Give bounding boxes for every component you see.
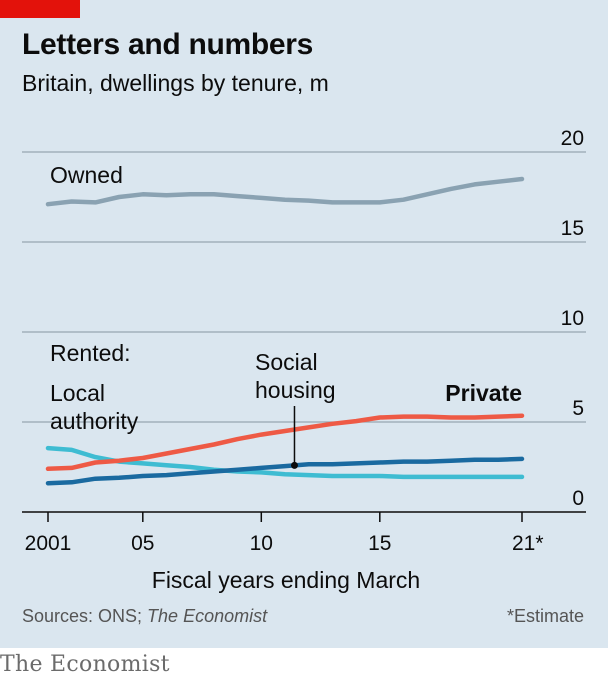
series-line-private xyxy=(45,413,525,472)
series-line-local xyxy=(45,445,525,480)
label-local-line2: authority xyxy=(50,408,139,434)
economist-wordmark: The Economist xyxy=(0,652,170,677)
y-tick-labels: 0 5 10 15 20 xyxy=(561,127,584,510)
x-tick-label-2021: 21* xyxy=(512,532,544,555)
source-italic: The Economist xyxy=(147,606,268,626)
source-prefix: Sources: ONS; xyxy=(22,606,148,626)
y-tick-label-10: 10 xyxy=(561,307,584,330)
chart-title: Letters and numbers xyxy=(22,28,314,61)
y-tick-label-0: 0 xyxy=(572,487,584,510)
gridlines xyxy=(22,151,586,423)
y-tick-label-15: 15 xyxy=(561,217,584,240)
x-tick-label-2010: 10 xyxy=(250,532,273,555)
series-lines xyxy=(45,176,525,486)
x-tick-label-2005: 05 xyxy=(131,532,154,555)
label-owned: Owned xyxy=(50,162,123,188)
label-social-line1: Social xyxy=(255,349,318,375)
label-local-line1: Local xyxy=(50,380,105,406)
estimate-footnote: *Estimate xyxy=(506,606,584,626)
x-axis xyxy=(22,511,586,522)
chart-subtitle: Britain, dwellings by tenure, m xyxy=(22,70,329,96)
y-tick-label-20: 20 xyxy=(561,127,584,150)
label-private: Private xyxy=(445,380,522,406)
x-tick-label-2001: 2001 xyxy=(25,532,72,555)
source-note: Sources: ONS; The Economist xyxy=(22,606,267,627)
social-pointer-dot xyxy=(290,461,298,469)
label-rented-heading: Rented: xyxy=(50,340,131,366)
series-line-owned xyxy=(45,176,525,207)
label-social-line2: housing xyxy=(255,377,336,403)
y-tick-label-5: 5 xyxy=(572,397,584,420)
chart-panel: Letters and numbers Britain, dwellings b… xyxy=(0,0,608,648)
brand-accent-bar xyxy=(0,0,80,18)
x-axis-label: Fiscal years ending March xyxy=(152,567,420,593)
x-tick-label-2015: 15 xyxy=(368,532,391,555)
series-line-social xyxy=(45,456,525,486)
x-tick-labels: 2001 05 10 15 21* xyxy=(25,532,544,555)
